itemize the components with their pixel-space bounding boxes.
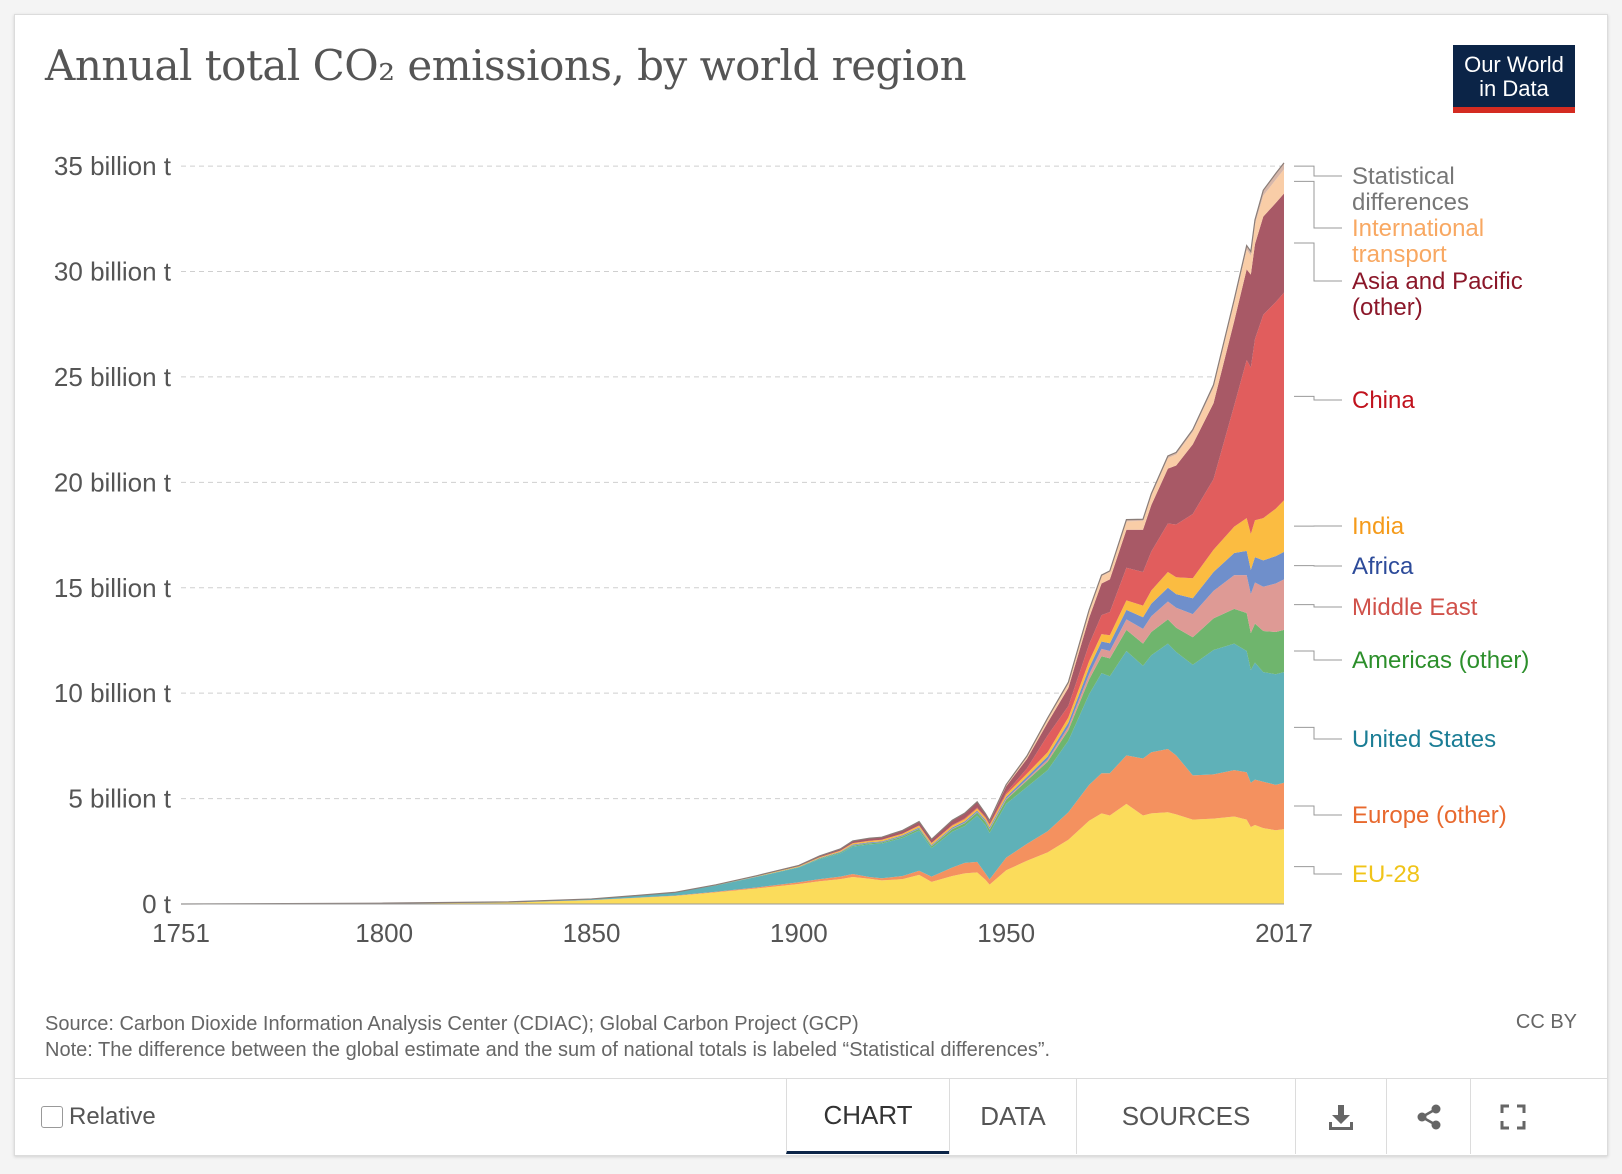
page-title: Annual total CO₂ emissions, by world reg… [45, 41, 967, 90]
license-link[interactable]: CC BY [1515, 1011, 1577, 1033]
legend-label: Statistical [1352, 163, 1455, 190]
share-button[interactable] [1386, 1079, 1470, 1154]
tab-chart[interactable]: CHART [786, 1079, 949, 1154]
download-button[interactable] [1295, 1079, 1386, 1154]
relative-checkbox[interactable] [41, 1106, 63, 1128]
chart-card: Annual total CO₂ emissions, by world reg… [14, 14, 1608, 1156]
y-tick-label: 15 billion t [54, 573, 172, 603]
area-series-middle-east [181, 575, 1284, 904]
logo-accent-bar [1453, 107, 1575, 113]
source-note: Source: Carbon Dioxide Information Analy… [45, 1011, 1050, 1063]
legend-leader-line [1294, 604, 1342, 608]
note-text: Note: The difference between the global … [45, 1039, 1051, 1061]
legend-label: differences [1352, 189, 1469, 216]
legend-leader-line [1294, 866, 1342, 875]
x-tick-label: 1800 [355, 918, 413, 948]
legend-label: Americas (other) [1352, 647, 1529, 674]
owid-logo[interactable]: Our World in Data [1453, 45, 1575, 113]
relative-toggle[interactable]: Relative [41, 1103, 156, 1131]
legend-label: Africa [1352, 553, 1414, 580]
x-tick-label: 1850 [563, 918, 621, 948]
fullscreen-button[interactable] [1470, 1079, 1555, 1154]
tab-sources[interactable]: SOURCES [1076, 1079, 1295, 1154]
logo-line-2: in Data [1479, 76, 1549, 101]
x-tick-label: 1751 [152, 918, 210, 948]
legend-leader-line [1294, 805, 1342, 816]
area-series-europe-other [181, 749, 1284, 904]
legend-label: Asia and Pacific [1352, 268, 1523, 295]
y-tick-label: 35 billion t [54, 151, 172, 181]
legend-label: Middle East [1352, 594, 1478, 621]
legend-leader-line [1294, 180, 1342, 229]
source-text: Source: Carbon Dioxide Information Analy… [45, 1013, 859, 1035]
area-series-eu-28 [181, 803, 1284, 904]
logo-line-1: Our World [1464, 52, 1564, 77]
legend-label: International [1352, 215, 1484, 242]
y-tick-label: 30 billion t [54, 257, 172, 287]
legend-label: (other) [1352, 294, 1423, 321]
legend-label: transport [1352, 241, 1447, 268]
y-tick-label: 10 billion t [54, 678, 172, 708]
download-icon [1329, 1104, 1353, 1130]
legend-leader-line [1294, 242, 1342, 282]
y-tick-label: 20 billion t [54, 467, 172, 497]
legend-leader-line [1294, 650, 1342, 661]
total-outline [180, 162, 1285, 905]
legend-label: EU-28 [1352, 861, 1420, 888]
legend-label: China [1352, 387, 1415, 414]
relative-label: Relative [69, 1103, 156, 1130]
x-tick-label: 1900 [770, 918, 828, 948]
x-tick-label: 2017 [1255, 918, 1313, 948]
legend-label: Europe (other) [1352, 802, 1507, 829]
share-icon [1417, 1104, 1440, 1129]
area-series-americas-other [181, 608, 1284, 904]
x-tick-label: 1950 [977, 918, 1035, 948]
y-tick-label: 5 billion t [68, 784, 171, 814]
chart-controls-bar: Relative CHART DATA SOURCES [15, 1078, 1607, 1156]
legend-leader-line [1294, 165, 1342, 177]
tab-data[interactable]: DATA [949, 1079, 1076, 1154]
legend-label: United States [1352, 726, 1496, 753]
y-tick-label: 25 billion t [54, 362, 172, 392]
fullscreen-icon [1500, 1104, 1526, 1129]
legend-label: India [1352, 513, 1405, 540]
legend-leader-line [1294, 395, 1342, 401]
legend-leader-line [1294, 726, 1342, 740]
area-series-united-states [181, 643, 1284, 904]
y-tick-label: 0 t [142, 889, 172, 919]
stacked-area-chart: 0 t 5 billion t 10 billion t 15 billion t 20… [54, 151, 1529, 948]
